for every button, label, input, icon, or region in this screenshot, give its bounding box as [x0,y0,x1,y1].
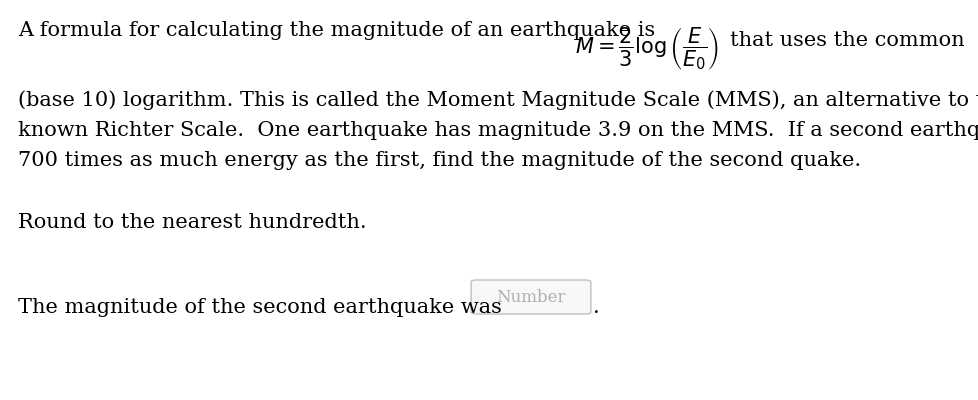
Text: that uses the common: that uses the common [730,31,963,50]
Text: A formula for calculating the magnitude of an earthquake is: A formula for calculating the magnitude … [18,21,661,40]
Text: known Richter Scale.  One earthquake has magnitude 3.9 on the MMS.  If a second : known Richter Scale. One earthquake has … [18,121,978,140]
Text: 700 times as much energy as the first, find the magnitude of the second quake.: 700 times as much energy as the first, f… [18,151,861,170]
Text: (base 10) logarithm. This is called the Moment Magnitude Scale (MMS), an alterna: (base 10) logarithm. This is called the … [18,90,978,110]
Text: The magnitude of the second earthquake was: The magnitude of the second earthquake w… [18,298,502,317]
Text: .: . [593,298,600,317]
Text: Round to the nearest hundredth.: Round to the nearest hundredth. [18,213,366,232]
Text: $M = \dfrac{2}{3}\log\left(\dfrac{E}{E_0}\right)$: $M = \dfrac{2}{3}\log\left(\dfrac{E}{E_0… [574,24,719,72]
Text: Number: Number [496,288,565,306]
